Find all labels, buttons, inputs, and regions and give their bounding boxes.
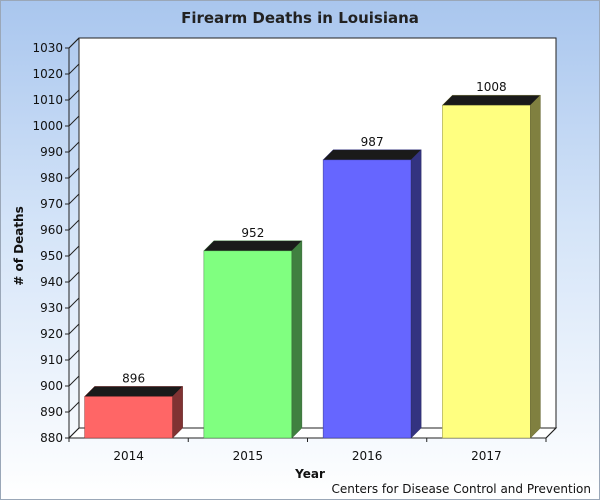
- y-tick-label: 920: [40, 327, 63, 341]
- floor-right-edge: [545, 427, 557, 439]
- y-tick-label: 1020: [32, 67, 63, 81]
- y-tick-label: 940: [40, 275, 63, 289]
- x-tick-label-2014: 2014: [113, 449, 144, 463]
- y-tick-label: 990: [40, 145, 63, 159]
- y-tick-depth: [68, 375, 80, 387]
- y-tick-depth: [68, 219, 80, 231]
- y-tick-depth: [68, 401, 80, 413]
- y-tick-label: 900: [40, 379, 63, 393]
- chart-title: Firearm Deaths in Louisiana: [181, 9, 419, 27]
- y-tick-depth: [68, 89, 80, 101]
- y-tick-depth: [68, 245, 80, 257]
- bar-side-2015: [291, 240, 303, 439]
- bar-2017: [442, 104, 531, 439]
- y-tick-depth: [68, 271, 80, 283]
- y-tick-label: 1030: [32, 41, 63, 55]
- y-tick-label: 960: [40, 223, 63, 237]
- bar-top-2014: [84, 386, 184, 397]
- y-tick-depth: [68, 37, 80, 49]
- x-tick-label-2017: 2017: [471, 449, 502, 463]
- y-tick-label: 970: [40, 197, 63, 211]
- y-tick-depth: [68, 115, 80, 127]
- y-tick-label: 910: [40, 353, 63, 367]
- data-label-2016: 987: [361, 135, 384, 149]
- data-label-2015: 952: [241, 226, 264, 240]
- y-tick-depth: [68, 349, 80, 361]
- y-tick-label: 1010: [32, 93, 63, 107]
- bar-2015: [203, 250, 293, 439]
- y-tick-depth: [68, 141, 80, 153]
- bar-top-2015: [203, 240, 303, 252]
- y-tick-label: 950: [40, 249, 63, 263]
- bar-2016: [322, 159, 412, 439]
- bar-2014: [84, 396, 173, 439]
- bar-side-2016: [410, 149, 422, 439]
- x-tick-label-2016: 2016: [352, 449, 383, 463]
- bar-side-2017: [530, 94, 541, 439]
- data-label-2017: 1008: [476, 80, 507, 94]
- x-tick-label-2015: 2015: [233, 449, 264, 463]
- y-tick-label: 890: [40, 405, 63, 419]
- data-label-2014: 896: [122, 371, 145, 385]
- y-tick-depth: [68, 167, 80, 179]
- y-tick-label: 930: [40, 301, 63, 315]
- y-tick-depth: [68, 323, 80, 335]
- bar-top-2016: [322, 149, 422, 161]
- y-tick-label: 880: [40, 431, 63, 445]
- y-tick-label: 1000: [32, 119, 63, 133]
- y-tick-label: 980: [40, 171, 63, 185]
- y-tick-depth: [68, 193, 80, 205]
- x-axis-label: Year: [295, 467, 325, 481]
- y-tick-depth: [68, 297, 80, 309]
- y-tick-depth: [68, 63, 80, 75]
- y-tick-depth: [68, 427, 80, 439]
- bar-top-2017: [441, 94, 541, 106]
- source-note: Centers for Disease Control and Preventi…: [331, 482, 591, 496]
